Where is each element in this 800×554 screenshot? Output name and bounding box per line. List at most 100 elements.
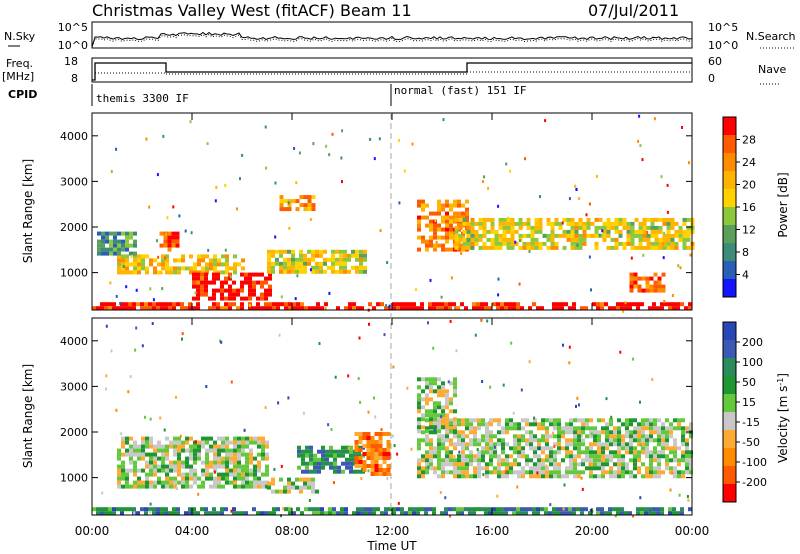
echo-cell — [460, 511, 464, 516]
echo-cell — [169, 484, 173, 489]
echo-cell — [417, 462, 421, 467]
noise-point — [482, 473, 485, 477]
echo-cell — [437, 393, 441, 398]
echo-cell — [556, 507, 560, 512]
echo-cell — [145, 464, 149, 469]
echo-cell — [197, 456, 201, 461]
echo-cell — [574, 221, 579, 226]
echo-cell — [355, 253, 359, 258]
echo-cell — [356, 306, 360, 311]
echo-cell — [299, 195, 304, 200]
echo-cell — [437, 466, 441, 471]
echo-cell — [156, 507, 160, 512]
echo-cell — [141, 266, 145, 271]
echo-cell — [149, 436, 153, 441]
noise-point — [460, 251, 463, 255]
noise-point — [688, 161, 690, 165]
noise-point — [677, 264, 680, 268]
echo-cell — [605, 442, 609, 447]
echo-cell — [129, 444, 133, 449]
echo-cell — [417, 227, 421, 232]
echo-cell — [565, 450, 569, 455]
noise-point — [601, 229, 604, 233]
echo-cell — [382, 456, 387, 460]
noise-point — [367, 469, 370, 473]
echo-cell — [541, 438, 545, 443]
echo-cell — [525, 442, 529, 447]
echo-cell — [287, 265, 291, 270]
echo-cell — [529, 422, 533, 427]
noise-point — [520, 388, 523, 392]
noise-point — [382, 448, 385, 452]
echo-cell — [241, 480, 245, 485]
echo-cell — [526, 245, 531, 250]
echo-cell — [609, 470, 613, 475]
echo-cell — [378, 444, 383, 448]
echo-cell — [489, 462, 493, 467]
echo-cell — [283, 265, 287, 270]
echo-cell — [509, 466, 513, 471]
echo-cell — [530, 245, 535, 250]
noise-point — [105, 387, 107, 391]
echo-cell — [249, 480, 253, 485]
echo-cell — [260, 511, 264, 516]
echo-cell — [140, 507, 144, 512]
echo-cell — [437, 434, 441, 439]
echo-cell — [466, 233, 471, 238]
echo-cell — [382, 472, 387, 476]
noise-point — [101, 491, 104, 495]
echo-cell — [521, 454, 525, 459]
echo-cell — [417, 438, 421, 443]
echo-cell — [466, 241, 471, 246]
echo-cell — [649, 288, 654, 293]
echo-cell — [249, 468, 253, 473]
echo-cell — [445, 227, 449, 232]
echo-cell — [309, 449, 313, 454]
echo-cell — [597, 430, 601, 435]
echo-cell — [133, 239, 137, 244]
echo-cell — [569, 426, 573, 431]
echo-cell — [608, 511, 612, 516]
echo-cell — [303, 477, 307, 482]
colorbar-segment — [723, 484, 736, 502]
echo-cell — [505, 470, 509, 475]
echo-cell — [366, 444, 371, 448]
echo-cell — [133, 480, 137, 485]
colorbar-tick-label: 15 — [742, 396, 756, 409]
echo-cell — [370, 472, 375, 476]
echo-cell — [597, 450, 601, 455]
echo-cell — [582, 241, 587, 246]
echo-cell — [437, 438, 441, 443]
echo-cell — [205, 472, 209, 477]
echo-cell — [573, 426, 577, 431]
echo-cell — [629, 450, 633, 455]
echo-cell — [629, 434, 633, 439]
noise-point — [309, 218, 312, 221]
echo-cell — [437, 401, 441, 406]
y-tick-label: 3000 — [60, 175, 88, 188]
noise-point — [378, 137, 381, 141]
echo-cell — [213, 266, 217, 271]
echo-cell — [300, 302, 304, 307]
echo-cell — [386, 472, 391, 476]
echo-cell — [425, 397, 429, 402]
echo-cell — [634, 245, 639, 250]
echo-cell — [429, 446, 433, 451]
echo-cell — [565, 474, 569, 479]
echo-cell — [626, 229, 631, 234]
echo-cell — [617, 450, 621, 455]
echo-cell — [605, 438, 609, 443]
echo-cell — [666, 229, 671, 234]
echo-cell — [313, 469, 317, 474]
echo-cell — [474, 237, 479, 242]
echo-cell — [661, 426, 665, 431]
echo-cell — [521, 438, 525, 443]
echo-cell — [261, 472, 265, 477]
echo-cell — [256, 280, 260, 285]
echo-cell — [386, 448, 391, 452]
echo-cell — [498, 233, 503, 238]
noise-point — [385, 304, 387, 308]
echo-cell — [196, 280, 200, 285]
echo-cell — [156, 511, 160, 516]
echo-cell — [589, 462, 593, 467]
